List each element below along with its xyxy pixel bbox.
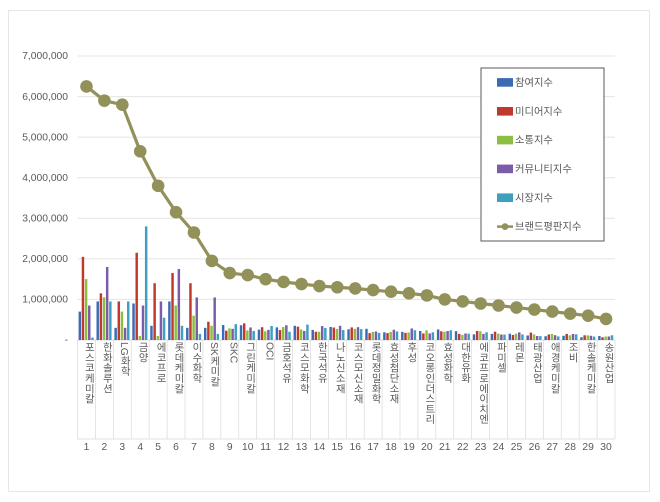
svg-text:1,000,000: 1,000,000: [22, 295, 68, 306]
svg-text:3: 3: [119, 442, 125, 453]
svg-text:3,000,000: 3,000,000: [22, 214, 68, 225]
svg-text:커뮤니티지수: 커뮤니티지수: [515, 164, 572, 176]
svg-text:5,000,000: 5,000,000: [22, 132, 68, 143]
svg-text:21: 21: [439, 442, 451, 453]
svg-text:14: 14: [314, 442, 326, 453]
svg-text:시장지수: 시장지수: [515, 192, 553, 204]
svg-text:미디어지수: 미디어지수: [515, 106, 562, 118]
svg-text:12: 12: [278, 442, 290, 453]
svg-text:7: 7: [191, 442, 197, 453]
svg-text:22: 22: [457, 442, 469, 453]
svg-text:23: 23: [475, 442, 487, 453]
svg-text:15: 15: [332, 442, 344, 453]
svg-text:2,000,000: 2,000,000: [22, 254, 68, 265]
svg-text:17: 17: [367, 442, 379, 453]
svg-text:20: 20: [421, 442, 433, 453]
svg-text:16: 16: [349, 442, 361, 453]
svg-text:4: 4: [137, 442, 143, 453]
svg-text:25: 25: [511, 442, 523, 453]
svg-text:2: 2: [102, 442, 108, 453]
svg-text:9: 9: [227, 442, 233, 453]
svg-text:6: 6: [173, 442, 179, 453]
svg-text:4,000,000: 4,000,000: [22, 173, 68, 184]
svg-text:30: 30: [600, 442, 612, 453]
svg-text:13: 13: [296, 442, 308, 453]
svg-text:1: 1: [84, 442, 90, 453]
svg-text:5: 5: [155, 442, 161, 453]
svg-text:브랜드평판지수: 브랜드평판지수: [515, 221, 581, 233]
svg-text:18: 18: [385, 442, 397, 453]
svg-text:28: 28: [564, 442, 576, 453]
svg-text:8: 8: [209, 442, 215, 453]
svg-text:소통지수: 소통지수: [515, 135, 553, 147]
svg-text:19: 19: [403, 442, 415, 453]
svg-text:29: 29: [582, 442, 594, 453]
svg-text:6,000,000: 6,000,000: [22, 92, 68, 103]
svg-text:7,000,000: 7,000,000: [22, 51, 68, 62]
svg-text:-: -: [65, 335, 68, 346]
svg-text:24: 24: [493, 442, 505, 453]
svg-text:참여지수: 참여지수: [515, 77, 553, 89]
svg-text:27: 27: [547, 442, 559, 453]
svg-text:11: 11: [260, 442, 271, 453]
svg-text:10: 10: [242, 442, 254, 453]
svg-text:26: 26: [529, 442, 541, 453]
